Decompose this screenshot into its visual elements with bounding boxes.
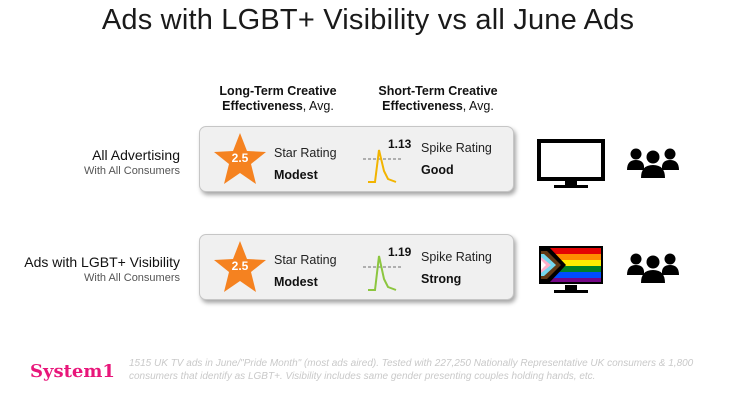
row-label-sub: With All Consumers xyxy=(84,272,180,284)
spike-rating-verdict: Strong xyxy=(421,272,462,286)
spike-rating-title: Spike Rating xyxy=(421,141,492,155)
column-header-line2-bold: Effectiveness xyxy=(222,99,303,113)
row-label-main: All Advertising xyxy=(92,147,180,163)
row-label-all-advertising: All Advertising With All Consumers xyxy=(0,147,180,177)
spike-rating-verdict: Good xyxy=(421,163,454,177)
group-icon xyxy=(626,249,680,290)
system1-logo: System1 xyxy=(30,361,115,382)
spike-rating-graphic: 1.13 xyxy=(362,137,414,185)
star-rating-badge: 2.5 xyxy=(212,240,268,294)
group-icon xyxy=(626,144,680,185)
column-header-line2-rest: , Avg. xyxy=(302,99,334,113)
star-rating-badge: 2.5 xyxy=(212,132,268,186)
row-label-main: Ads with LGBT+ Visibility xyxy=(24,254,180,270)
star-icon xyxy=(214,133,266,184)
metrics-panel-all-advertising: 2.5 Star Rating Modest 1.13 Spike Rating… xyxy=(199,126,514,192)
column-header-short-term: Short-Term Creative Effectiveness, Avg. xyxy=(358,84,518,114)
star-rating-title: Star Rating xyxy=(274,146,337,160)
star-icon xyxy=(214,241,266,292)
metrics-panel-lgbt-visibility: 2.5 Star Rating Modest 1.19 Spike Rating… xyxy=(199,234,514,300)
spike-graph-icon xyxy=(363,149,402,183)
footnote: 1515 UK TV ads in June/"Pride Month" (mo… xyxy=(129,358,694,382)
column-header-line2-rest: , Avg. xyxy=(462,99,494,113)
spike-rating-graphic: 1.19 xyxy=(362,245,414,293)
page-title: Ads with LGBT+ Visibility vs all June Ad… xyxy=(101,4,635,36)
row-label-sub: With All Consumers xyxy=(84,165,180,177)
spike-rating-title: Spike Rating xyxy=(421,250,492,264)
spike-rating-value: 1.19 xyxy=(388,245,412,259)
tv-icon xyxy=(536,138,606,195)
spike-graph-icon xyxy=(363,255,402,291)
column-header-line1: Short-Term Creative xyxy=(378,84,498,98)
column-header-long-term: Long-Term Creative Effectiveness, Avg. xyxy=(198,84,358,114)
star-rating-verdict: Modest xyxy=(274,275,318,289)
star-rating-value: 2.5 xyxy=(231,151,249,165)
progress-pride-tv-icon xyxy=(536,243,606,300)
spike-rating-value: 1.13 xyxy=(388,137,412,151)
star-rating-verdict: Modest xyxy=(274,168,318,182)
star-rating-title: Star Rating xyxy=(274,253,337,267)
star-rating-value: 2.5 xyxy=(231,259,249,273)
column-header-line1: Long-Term Creative xyxy=(219,84,337,98)
row-label-lgbt-visibility: Ads with LGBT+ Visibility With All Consu… xyxy=(0,254,180,284)
column-header-line2-bold: Effectiveness xyxy=(382,99,463,113)
